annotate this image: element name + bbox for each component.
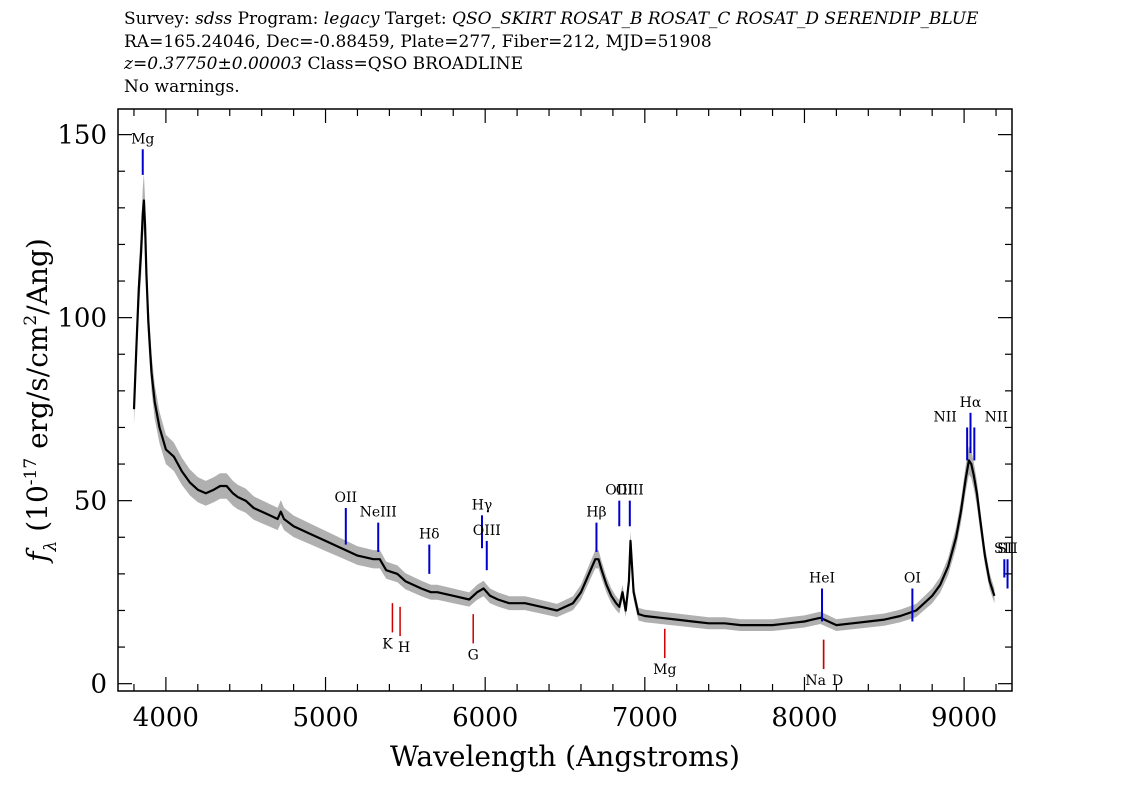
header-line-coordinates: RA=165.24046, Dec=-0.88459, Plate=277, F… (124, 31, 712, 52)
absorption-line-label: G (468, 647, 479, 663)
program-value: legacy (323, 9, 380, 29)
emission-line-label: OII (335, 490, 358, 506)
x-tick-label: 5000 (292, 703, 358, 733)
emission-line-label: HeI (809, 571, 835, 587)
target-value: QSO_SKIRT ROSAT_B ROSAT_C ROSAT_D SEREND… (452, 9, 979, 29)
survey-value: sdss (195, 9, 233, 29)
axis-tick-labels: 4000 5000 6000 7000 8000 9000 0 50 100 150 (57, 121, 997, 733)
header-line-redshift: z=0.37750±0.00003 Class=QSO BROADLINE (124, 53, 978, 76)
absorption-line-label: Mg (653, 662, 676, 678)
emission-line-label: Hα (960, 395, 982, 411)
absorption-line-label: H (398, 640, 410, 656)
class-value: Class=QSO BROADLINE (307, 54, 524, 74)
x-tick-label: 7000 (612, 703, 678, 733)
y-tick-label: 100 (57, 304, 107, 334)
program-label: Program: (237, 9, 319, 29)
header-line-warnings: No warnings. (124, 76, 240, 97)
spectrum-header: Survey: sdss Program: legacy Target: QSO… (124, 8, 978, 98)
emission-line-label: OIII (616, 483, 644, 499)
x-tick-label: 6000 (452, 703, 518, 733)
survey-label: Survey: (124, 9, 190, 29)
plot-frame (117, 108, 1013, 692)
flux-series (132, 199, 996, 627)
header-line-target: Survey: sdss Program: legacy Target: QSO… (124, 8, 978, 31)
error-band-area (133, 173, 995, 631)
absorption-line-label: K (382, 636, 393, 652)
emission-line-label: SII (997, 541, 1018, 557)
x-tick-label: 4000 (133, 703, 199, 733)
emission-line-label: NII (985, 409, 1008, 425)
y-tick-label: 150 (57, 121, 107, 151)
redshift-value: z=0.37750±0.00003 (124, 54, 303, 74)
absorption-line-label: D (832, 673, 843, 689)
emission-line-label: NII (933, 409, 956, 425)
error-band-group (133, 173, 995, 631)
error-band (133, 173, 995, 631)
emission-line-label: NeIII (360, 505, 397, 521)
emission-line-label: Mg (131, 131, 154, 147)
x-tick-label: 8000 (771, 703, 837, 733)
emission-line-label: SII (994, 541, 1015, 557)
y-axis-label: fλ (10-17 erg/s/cm2/Ang) (21, 238, 61, 564)
emission-line-label: OIII (473, 523, 501, 539)
emission-line-label: OI (904, 571, 921, 587)
axis-ticks (118, 109, 1012, 691)
emission-line-label: Hγ (472, 497, 493, 513)
y-tick-label: 0 (90, 670, 107, 700)
absorption-line-label: Na (805, 673, 826, 689)
emission-line-label: Hβ (586, 505, 606, 521)
emission-line-label: Hδ (419, 527, 440, 543)
target-label: Target: (384, 9, 447, 29)
emission-line-label: OIII (605, 483, 633, 499)
x-axis-label: Wavelength (Angstroms) (390, 740, 740, 773)
x-tick-label: 9000 (931, 703, 997, 733)
y-tick-label: 50 (74, 487, 107, 517)
flux-line (132, 199, 996, 627)
